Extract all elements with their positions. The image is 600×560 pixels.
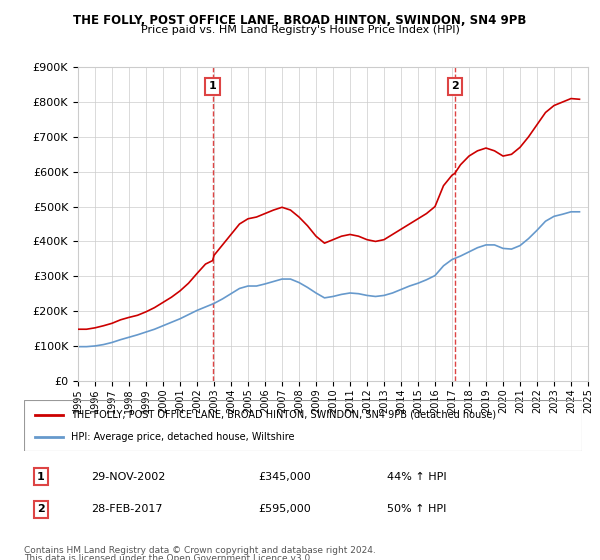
Text: This data is licensed under the Open Government Licence v3.0.: This data is licensed under the Open Gov… <box>24 554 313 560</box>
Text: 50% ↑ HPI: 50% ↑ HPI <box>387 504 446 514</box>
Text: HPI: Average price, detached house, Wiltshire: HPI: Average price, detached house, Wilt… <box>71 432 295 442</box>
Text: Contains HM Land Registry data © Crown copyright and database right 2024.: Contains HM Land Registry data © Crown c… <box>24 546 376 555</box>
Text: £595,000: £595,000 <box>259 504 311 514</box>
Text: THE FOLLY, POST OFFICE LANE, BROAD HINTON, SWINDON, SN4 9PB: THE FOLLY, POST OFFICE LANE, BROAD HINTO… <box>73 14 527 27</box>
Text: 28-FEB-2017: 28-FEB-2017 <box>91 504 163 514</box>
Text: £345,000: £345,000 <box>259 472 311 482</box>
Text: 29-NOV-2002: 29-NOV-2002 <box>91 472 166 482</box>
Text: 1: 1 <box>37 472 44 482</box>
Text: 2: 2 <box>451 81 458 91</box>
Text: 1: 1 <box>209 81 217 91</box>
Text: 2: 2 <box>37 504 44 514</box>
Text: 44% ↑ HPI: 44% ↑ HPI <box>387 472 446 482</box>
Text: THE FOLLY, POST OFFICE LANE, BROAD HINTON, SWINDON, SN4 9PB (detached house): THE FOLLY, POST OFFICE LANE, BROAD HINTO… <box>71 409 497 419</box>
Text: Price paid vs. HM Land Registry's House Price Index (HPI): Price paid vs. HM Land Registry's House … <box>140 25 460 35</box>
